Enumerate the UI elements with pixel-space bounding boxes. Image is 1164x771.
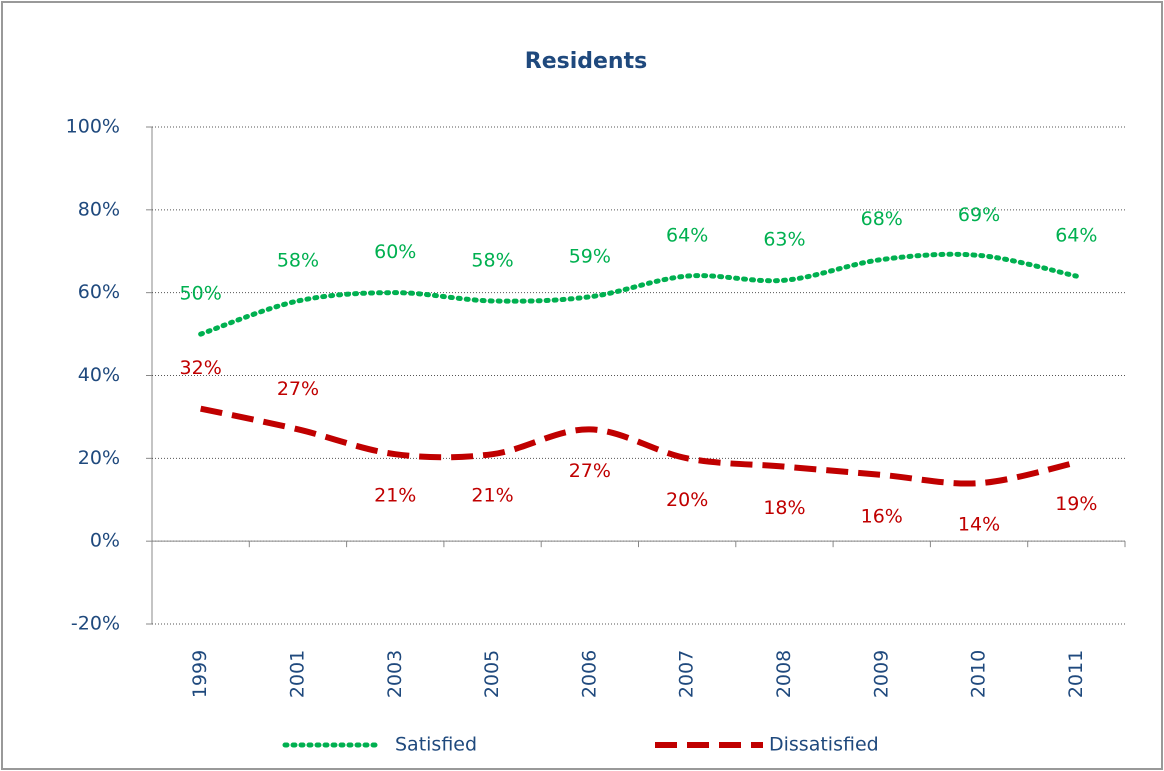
- data-label: 50%: [180, 283, 222, 305]
- series-line: [200, 405, 1077, 487]
- data-label: 27%: [569, 460, 611, 482]
- data-label: 20%: [666, 489, 708, 511]
- x-tick-label: 2009: [870, 650, 892, 698]
- data-label: 19%: [1055, 493, 1097, 515]
- legend-label: Satisfied: [395, 734, 477, 756]
- data-label: 64%: [1055, 225, 1097, 247]
- data-label: 64%: [666, 225, 708, 247]
- data-label: 69%: [958, 204, 1000, 226]
- data-label: 58%: [471, 249, 513, 271]
- data-label: 21%: [374, 485, 416, 507]
- data-label: 16%: [861, 505, 903, 527]
- data-label: 59%: [569, 245, 611, 267]
- x-tick-label: 2011: [1065, 650, 1087, 698]
- x-tick-label: 1999: [189, 650, 211, 698]
- x-tick-label: 2005: [481, 650, 503, 698]
- y-tick-label: 60%: [78, 281, 120, 303]
- legend-label: Dissatisfied: [769, 734, 879, 756]
- data-label: 58%: [277, 249, 319, 271]
- x-tick-label: 2006: [578, 650, 600, 698]
- x-tick-label: 2001: [286, 650, 308, 698]
- data-label: 21%: [471, 485, 513, 507]
- y-tick-label: 40%: [78, 364, 120, 386]
- x-tick-label: 2010: [968, 650, 990, 698]
- x-tick-label: 2007: [676, 650, 698, 698]
- y-tick-label: 80%: [78, 198, 120, 220]
- chart-title: Residents: [525, 49, 647, 74]
- data-label: 63%: [763, 229, 805, 251]
- y-tick-label: -20%: [71, 613, 120, 635]
- y-tick-label: 100%: [66, 116, 120, 138]
- y-tick-label: 20%: [78, 447, 120, 469]
- data-label: 60%: [374, 241, 416, 263]
- y-tick-label: 0%: [90, 530, 120, 552]
- data-label: 14%: [958, 514, 1000, 536]
- x-tick-label: 2003: [384, 650, 406, 698]
- data-label: 32%: [180, 357, 222, 379]
- data-label: 27%: [277, 378, 319, 400]
- data-label: 18%: [763, 497, 805, 519]
- x-tick-label: 2008: [773, 650, 795, 698]
- data-label: 68%: [861, 208, 903, 230]
- series-line: [198, 251, 1079, 337]
